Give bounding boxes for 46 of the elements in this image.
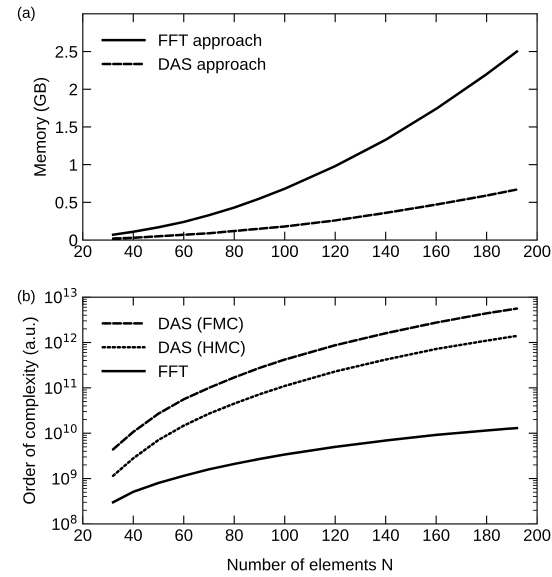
legend-label: DAS (HMC) [159, 341, 245, 357]
y-tick-label: 1 [70, 159, 78, 171]
y-tick-label: 10$^{13}$ [45, 288, 77, 304]
line-series [112, 307, 518, 451]
y-tick-label: 10$^{8}$ [52, 514, 77, 530]
x-tick-label: 200 [524, 245, 550, 258]
x-tick-label: 60 [175, 245, 192, 258]
x-tick-label: 20 [74, 245, 92, 258]
x-tick-label: 180 [474, 245, 500, 258]
x-tick-label: 160 [424, 245, 450, 258]
y-tick-label: 10$^{12}$ [45, 333, 76, 349]
x-tick-label: 160 [424, 529, 450, 542]
y-axis-title: Order of complexity (a.u.) [22, 318, 38, 504]
text: (b) [18, 290, 35, 304]
y-tick-label: 10$^{10}$ [45, 424, 77, 440]
x-tick-label: 20 [74, 529, 92, 542]
line-series [112, 334, 518, 478]
y-tick-label: 10$^{9}$ [52, 469, 77, 485]
line-series [112, 50, 518, 236]
y-tick-label: 10$^{11}$ [45, 378, 76, 394]
x-tick-label: 40 [124, 245, 142, 258]
x-tick-label: 200 [524, 529, 550, 542]
legend-label: DAS approach [159, 58, 266, 74]
y-tick-label: 2.5 [56, 46, 78, 58]
x-tick-label: 140 [373, 245, 399, 258]
y-tick-label: 2 [70, 84, 78, 96]
legend-label: FFT approach [159, 34, 262, 50]
y-tick-label: 0.5 [55, 196, 78, 209]
x-tick-label: 180 [474, 529, 500, 542]
x-tick-label: 80 [226, 529, 243, 542]
x-tick-label: 80 [226, 245, 243, 258]
x-tick-label: 40 [124, 529, 142, 542]
text: (a) [18, 6, 35, 21]
y-tick-label: 1.5 [56, 122, 78, 134]
legend-label: DAS (FMC) [159, 317, 243, 333]
x-axis-title: Number of elements N [228, 558, 392, 570]
line-series [112, 426, 518, 504]
x-tick-label: 100 [272, 245, 298, 258]
x-tick-label: 120 [322, 245, 348, 258]
legend-label: FFT [159, 366, 188, 377]
y-axis-title: Memory (GB) [34, 78, 50, 176]
x-tick-label: 100 [272, 529, 298, 542]
x-tick-label: 60 [175, 529, 192, 542]
y-tick-label: 0 [69, 234, 78, 246]
x-tick-label: 120 [322, 529, 348, 542]
x-tick-label: 140 [373, 529, 399, 542]
